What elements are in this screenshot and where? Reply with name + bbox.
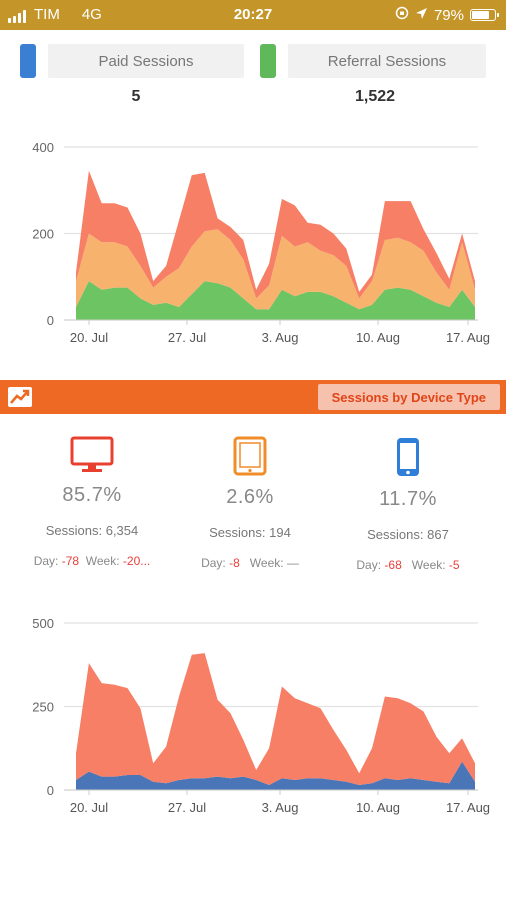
legend-item-referral-sessions[interactable]: Referral Sessions [260, 44, 486, 78]
sessions-area-chart: 0 200 400 20. Jul 27. Jul 3. Aug 10. Aug 17. Au… [32, 140, 490, 345]
network-type: 4G [81, 6, 102, 23]
legend-swatch-referral [260, 44, 276, 78]
referral-sessions-value: 1,522 [354, 88, 396, 105]
x-tick-label: 27. Jul [168, 330, 206, 345]
battery-icon [470, 9, 499, 21]
x-tick-label: 3. Aug [262, 330, 299, 345]
x-tick-label: 10. Aug [356, 330, 400, 345]
x-tick-label: 17. Aug [446, 330, 490, 345]
x-tick-label: 3. Aug [262, 800, 299, 815]
tablet-percent: 2.6% [226, 486, 274, 508]
desktop-icon [70, 436, 114, 472]
signal-icon [8, 9, 26, 23]
legend-label-paid: Paid Sessions [48, 44, 244, 78]
area-series-0 [76, 281, 475, 320]
y-tick-label: 250 [32, 700, 54, 715]
device-card-desktop[interactable]: 85.7% Sessions: 6,354 Day: -78 Week: -20… [8, 436, 176, 568]
phone-day-delta: -68 [384, 558, 402, 572]
x-tick-label: 20. Jul [70, 800, 108, 815]
legend-label-referral: Referral Sessions [288, 44, 486, 78]
legend-item-paid-sessions[interactable]: Paid Sessions [20, 44, 244, 78]
phone-week-delta: -5 [448, 558, 460, 572]
app-logo-icon [8, 387, 32, 407]
tablet-week-delta: — [286, 556, 299, 570]
desktop-week-delta: -20... [122, 554, 151, 568]
battery-percent: 79% [433, 6, 464, 24]
device-card-tablet[interactable]: 2.6% Sessions: 194 Day: -8 Week: — [166, 436, 334, 570]
x-tick-label: 27. Jul [168, 800, 206, 815]
tablet-day-delta: -8 [229, 556, 240, 570]
x-tick-label: 10. Aug [356, 800, 400, 815]
device-card-phone[interactable]: 11.7% Sessions: 867 Day: -68 Week: -5 [324, 436, 492, 572]
phone-deltas: Day: -68 Week: -5 [356, 558, 460, 572]
clock: 20:27 [233, 6, 273, 23]
x-tick-label: 17. Aug [446, 800, 490, 815]
desktop-day-delta: -78 [61, 554, 80, 568]
tablet-sessions: Sessions: 194 [209, 525, 291, 540]
phone-icon [397, 438, 419, 476]
phone-sessions: Sessions: 867 [367, 527, 449, 542]
desktop-deltas: Day: -78 Week: -20... [33, 554, 151, 568]
sessions-by-device-button[interactable]: Sessions by Device Type [317, 384, 500, 410]
phone-percent: 11.7% [379, 488, 437, 510]
area-series-1 [76, 653, 475, 785]
desktop-sessions: Sessions: 6,354 [45, 523, 139, 538]
device-type-banner: Sessions by Device Type [0, 380, 506, 414]
tablet-icon [233, 436, 267, 476]
area-series-2 [76, 170, 475, 299]
legend: Paid Sessions Referral Sessions [0, 44, 506, 78]
paid-sessions-value: 5 [131, 88, 141, 105]
y-tick-label: 0 [47, 313, 54, 328]
location-arrow-icon [415, 7, 428, 24]
area-series-0 [76, 761, 475, 790]
y-tick-label: 400 [32, 140, 54, 155]
y-tick-label: 200 [32, 227, 54, 242]
device-sessions-area-chart: 0 250 500 20. Jul 27. Jul 3. Aug 10. Aug 17. Au… [32, 616, 490, 815]
status-bar: TIM 4G 20:27 79% [0, 0, 506, 30]
y-tick-label: 0 [47, 783, 54, 798]
legend-swatch-paid [20, 44, 36, 78]
x-tick-label: 20. Jul [70, 330, 108, 345]
y-tick-label: 500 [32, 616, 54, 631]
area-series-1 [76, 229, 475, 310]
desktop-percent: 85.7% [62, 484, 122, 506]
rotation-lock-icon [395, 6, 409, 24]
tablet-deltas: Day: -8 Week: — [201, 556, 299, 570]
carrier-name: TIM [34, 6, 60, 23]
